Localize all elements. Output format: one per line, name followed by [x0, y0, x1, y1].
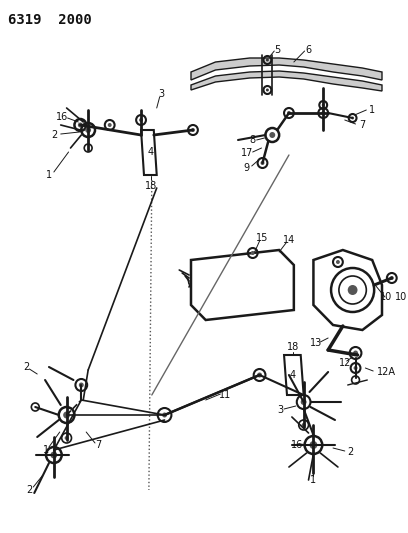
Polygon shape	[313, 250, 382, 330]
Polygon shape	[284, 355, 304, 395]
Text: 7: 7	[95, 440, 101, 450]
Text: 6319  2000: 6319 2000	[8, 13, 91, 27]
Text: 4: 4	[290, 370, 296, 380]
Text: 8: 8	[250, 135, 256, 145]
Circle shape	[51, 451, 57, 458]
Circle shape	[301, 399, 306, 405]
Circle shape	[310, 441, 317, 449]
Circle shape	[63, 411, 70, 418]
Text: 2: 2	[52, 130, 58, 140]
Text: 9: 9	[244, 163, 250, 173]
Circle shape	[78, 123, 83, 127]
Circle shape	[266, 59, 269, 61]
Circle shape	[348, 285, 357, 295]
Circle shape	[79, 383, 84, 387]
Text: 11: 11	[219, 390, 231, 400]
Circle shape	[162, 413, 167, 417]
Polygon shape	[141, 130, 157, 175]
Circle shape	[64, 436, 69, 440]
Text: 2: 2	[348, 447, 354, 457]
Circle shape	[354, 366, 357, 370]
Text: 18: 18	[145, 181, 157, 191]
Text: 3: 3	[277, 405, 283, 415]
Text: 1: 1	[43, 445, 49, 455]
Text: 16: 16	[55, 112, 68, 122]
Polygon shape	[191, 250, 294, 320]
Text: 1: 1	[46, 170, 52, 180]
Circle shape	[85, 127, 91, 133]
Text: 5: 5	[274, 45, 280, 55]
Circle shape	[336, 260, 340, 264]
Polygon shape	[191, 71, 382, 91]
Text: 10: 10	[395, 292, 407, 302]
Circle shape	[390, 276, 394, 280]
Text: 1: 1	[369, 105, 375, 115]
Circle shape	[321, 111, 325, 115]
Circle shape	[251, 251, 255, 255]
Text: 12: 12	[339, 358, 351, 368]
Text: 13: 13	[310, 338, 322, 348]
Text: 1: 1	[310, 475, 317, 485]
Circle shape	[257, 373, 262, 377]
Circle shape	[269, 132, 275, 138]
Text: 2: 2	[26, 485, 33, 495]
Polygon shape	[191, 58, 382, 80]
Text: 15: 15	[256, 233, 269, 243]
Text: 10: 10	[379, 292, 392, 302]
Text: 18: 18	[287, 342, 299, 352]
Circle shape	[302, 423, 306, 427]
Circle shape	[266, 88, 269, 92]
Text: 14: 14	[283, 235, 295, 245]
Text: 17: 17	[241, 148, 253, 158]
Circle shape	[351, 117, 354, 119]
Text: 7: 7	[359, 120, 366, 130]
Circle shape	[287, 111, 291, 115]
Text: 6: 6	[306, 45, 312, 55]
Circle shape	[322, 103, 325, 107]
Text: 3: 3	[159, 89, 165, 99]
Text: 2: 2	[23, 362, 29, 372]
Text: 12A: 12A	[377, 367, 396, 377]
Text: 4: 4	[148, 147, 154, 157]
Circle shape	[139, 118, 143, 122]
Circle shape	[353, 351, 358, 356]
Circle shape	[191, 128, 195, 132]
Text: 16: 16	[290, 440, 303, 450]
Circle shape	[261, 161, 264, 165]
Circle shape	[108, 123, 112, 127]
